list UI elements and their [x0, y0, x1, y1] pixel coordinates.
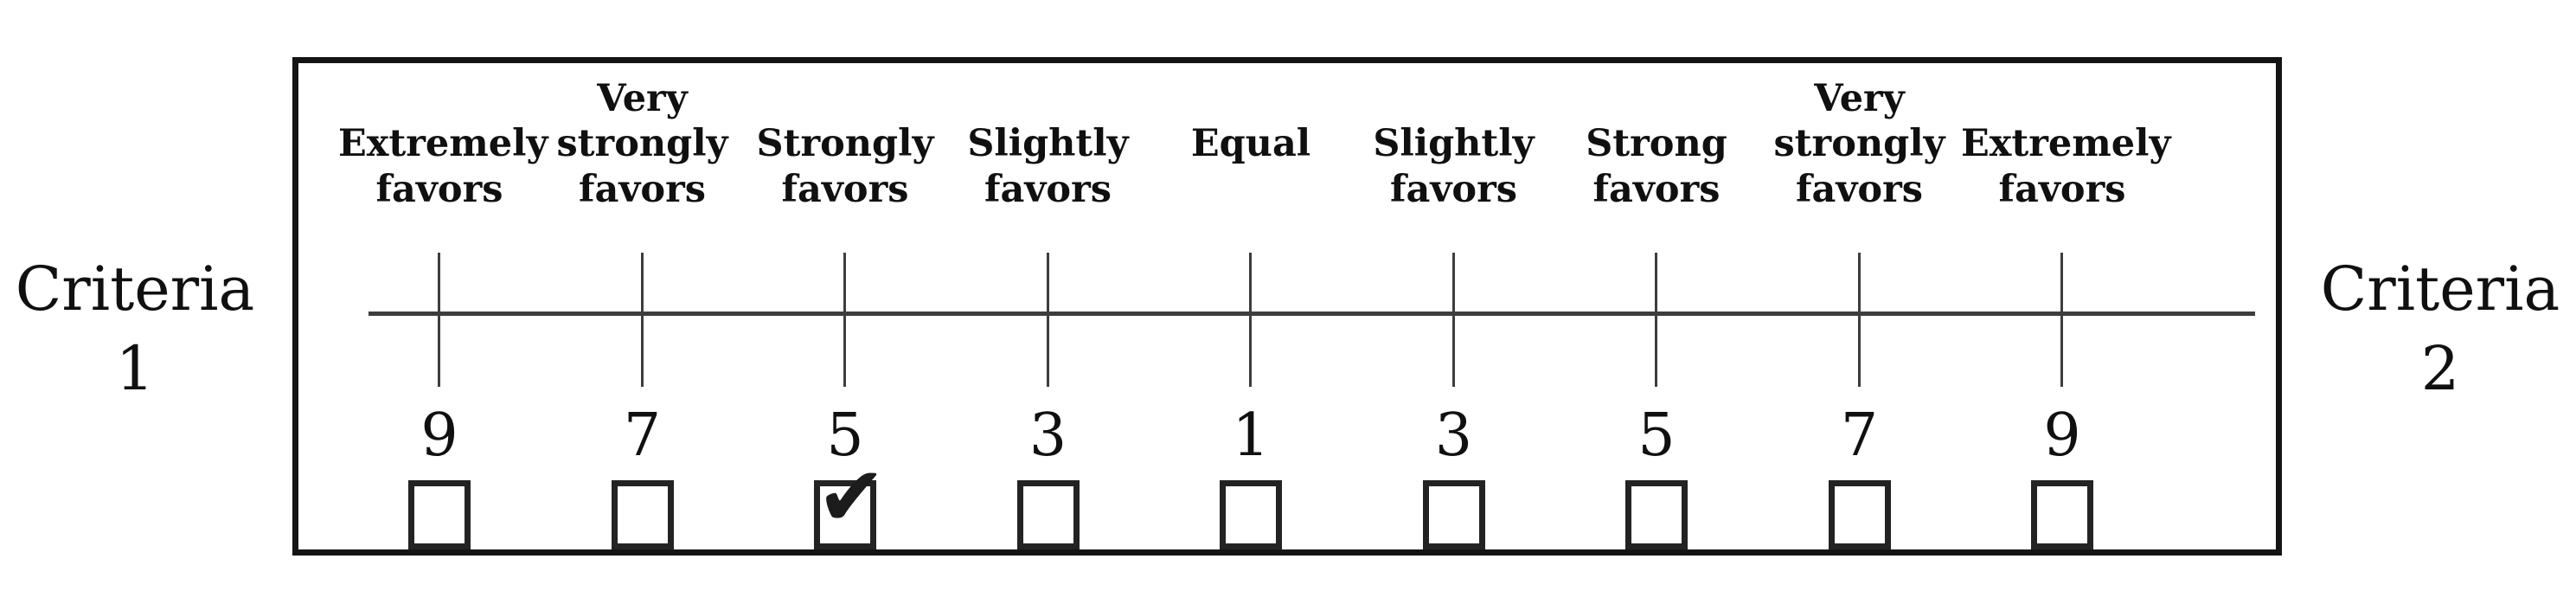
axis-line [368, 312, 2255, 316]
scale-item-4: Slightly favors 3 [947, 63, 1150, 549]
scale-value: 5 [826, 401, 864, 470]
scale-label-line: favors [1796, 168, 1923, 211]
scale-label-line: Very [1814, 77, 1905, 120]
scale-label-line: favors [1390, 168, 1517, 211]
scale-item-6: Slightly favors 3 [1353, 63, 1555, 549]
scale-label-line: Very [597, 77, 688, 120]
scale-item-9: Extremely favors 9 [1961, 63, 2171, 549]
tick-mark [640, 253, 644, 387]
scale-item-7: Strong favors 5 [1555, 63, 1758, 549]
checkbox-2[interactable] [611, 480, 674, 549]
scale-value: 3 [1434, 401, 1473, 470]
scale-label-line: favors [375, 168, 503, 211]
scale-label-line: Slightly [1373, 122, 1535, 165]
scale-item-3: Strongly favors 5 ✔ [744, 63, 946, 549]
checkbox-6[interactable] [1422, 480, 1485, 549]
scale-value: 3 [1028, 401, 1067, 470]
scale-box: Extremely favors 9 Very strongly favors 7 Stron… [292, 57, 2282, 556]
tick-mark [1857, 253, 1861, 387]
checkbox-7[interactable] [1625, 480, 1688, 549]
scale-item-1: Extremely favors 9 [338, 63, 548, 549]
scale-label-line: Equal [1190, 122, 1311, 165]
scale-label-line: favors [579, 168, 706, 211]
checkbox-5[interactable] [1220, 480, 1282, 549]
checkmark-icon: ✔ [817, 448, 887, 545]
scale-value: 7 [623, 401, 662, 470]
scale-item-2: Very strongly favors 7 [541, 63, 744, 549]
criteria-2-label: Criteria 2 [2302, 249, 2576, 408]
tick-mark [1249, 253, 1252, 387]
checkbox-4[interactable] [1016, 480, 1080, 549]
scale-label-line: strongly [1773, 122, 1945, 165]
scale-label-line: favors [1592, 168, 1721, 211]
checkbox-1[interactable] [408, 480, 471, 549]
criteria-2-number: 2 [2420, 333, 2460, 404]
scale-label-line: strongly [556, 122, 728, 165]
checkbox-3[interactable]: ✔ [814, 455, 886, 549]
scale-item-8: Very strongly favors 7 [1759, 63, 1961, 549]
scale-label-line: Extremely [338, 122, 548, 165]
tick-mark [1046, 253, 1049, 387]
criteria-1-number: 1 [115, 333, 155, 404]
scale-value: 9 [2043, 401, 2081, 470]
scale-label-line: Strong [1586, 122, 1727, 165]
scale-label-line: Slightly [967, 122, 1129, 165]
tick-mark [438, 253, 440, 387]
scale-label-line: favors [1998, 168, 2126, 211]
scale-label-line: Strongly [756, 122, 934, 165]
tick-mark [2060, 253, 2063, 387]
checkbox-8[interactable] [1828, 480, 1891, 549]
tick-mark [1655, 253, 1657, 387]
scale-value: 5 [1637, 401, 1676, 470]
scale-value: 1 [1232, 401, 1270, 470]
criteria-1-word: Criteria [15, 254, 255, 324]
checkbox-9[interactable] [2031, 480, 2093, 549]
scale-label-line: favors [781, 168, 909, 211]
scale-value: 7 [1840, 401, 1879, 470]
scale-label-line: favors [984, 168, 1112, 211]
tick-mark [843, 253, 846, 387]
tick-mark [1451, 253, 1455, 387]
scale-label-line: Extremely [1961, 122, 2171, 165]
scale-item-5: Equal 1 [1150, 63, 1352, 549]
criteria-2-word: Criteria [2320, 254, 2560, 324]
criteria-1-label: Criteria 1 [0, 249, 273, 408]
scale-value: 9 [420, 401, 458, 470]
